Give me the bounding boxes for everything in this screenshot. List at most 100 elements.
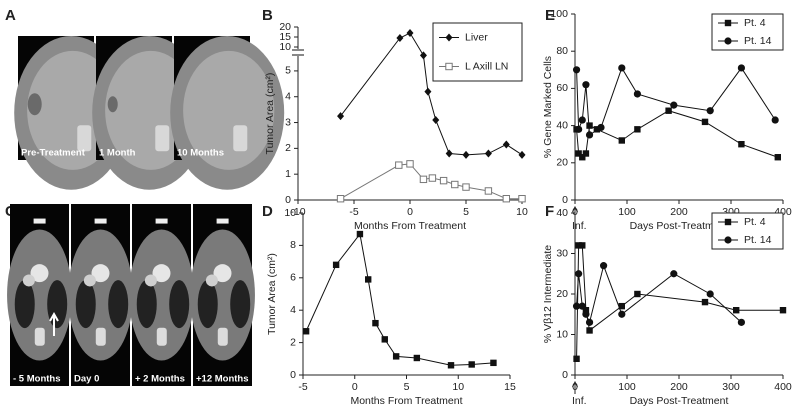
point [381,336,388,343]
point [701,118,709,126]
panel-label: D [262,203,273,220]
point [396,34,404,42]
point [579,154,586,161]
point [484,149,492,158]
point [575,270,583,278]
ct-spine [34,327,45,346]
point [451,180,459,189]
series-line [576,110,778,158]
ct-image: - 5 Months [7,204,72,386]
x-tick-label: -10 [290,206,305,218]
series-line [576,66,776,136]
point [575,242,582,249]
legend-marker [724,218,732,226]
ct-image: Day 0 [68,204,133,386]
point [737,64,746,72]
image-caption: +12 Months [196,374,249,385]
x-tick-label: 300 [722,381,740,393]
ct-liver [183,50,275,170]
point [502,140,510,149]
x-axis-title: Months From Treatment [354,220,466,232]
y-axis-title: Tumor Area (cm²) [264,73,276,155]
y-tick-label: 0 [290,369,296,381]
point [395,161,403,169]
ct-lung-left [197,280,218,329]
ct-sternum [216,218,229,224]
point [701,298,709,306]
x-tick-label: 10 [452,381,464,393]
y-tick-label: 30 [556,247,568,259]
ct-spine [95,327,106,346]
point [586,327,593,334]
x-axis-title: Days Post-Treatment [630,395,729,407]
ct-lesion [107,96,118,113]
point [779,307,787,314]
image-caption: Day 0 [74,374,99,385]
point [462,183,470,191]
y-tick-label: 40 [556,119,568,131]
ct-spine [217,327,228,346]
point [578,302,586,310]
y-tick-label: 10 [279,41,291,53]
x-tick-label: 5 [463,206,469,218]
y-tick-label: 40 [556,207,568,219]
point [518,195,526,203]
point [462,150,470,159]
point [518,150,526,159]
legend-marker [445,62,453,71]
point [575,125,583,133]
ct-lung-right [108,280,129,329]
point [302,328,310,335]
ct-lung-left [14,280,35,329]
point [706,107,714,115]
y-tick-label: 15 [279,31,291,43]
ct-sternum [33,218,46,224]
ct-spine [77,125,92,152]
ct-liver [27,50,119,170]
legend: Liver L Axill LN [432,22,523,82]
ct-vessel [83,274,96,287]
legend-label: Pt. 4 [744,216,766,228]
y-tick-label: 2 [290,336,296,348]
point [579,242,586,249]
point [336,195,345,203]
ct-lung-left [136,280,157,329]
point [582,307,590,314]
legend-box [432,22,523,82]
x-tick-label: 0 [352,381,358,393]
ct-spine [233,125,248,152]
legend-marker [724,37,732,45]
legend-label: Liver [465,31,488,43]
image-caption: 1 Month [99,148,136,159]
x-tick-label: 100 [618,206,636,218]
ct-image: 10 Months [170,36,285,190]
ct-sternum [155,218,168,224]
panel-label: F [545,203,554,220]
point [406,160,414,168]
y-tick-label: 20 [556,288,568,300]
ct-vessel [22,274,35,287]
point [706,290,714,298]
ct-aorta [213,264,232,283]
x-tick-label: -5 [349,206,358,218]
point [670,270,678,278]
x-tick-label: 10 [516,206,528,218]
point [597,123,605,132]
panel-label: E [545,7,555,24]
y-tick-label: 6 [290,272,296,284]
legend-label: Pt. 14 [744,234,772,246]
legend-marker [724,236,732,244]
y-tick-label: 10 [556,328,568,340]
image-caption: 10 Months [177,148,224,159]
ct-sternum [94,218,107,224]
annotation: Inf. [572,220,587,232]
image-caption: + 2 Months [135,374,185,385]
point [737,318,746,326]
point [585,318,594,326]
point [582,81,590,89]
ct-spine [155,125,170,152]
y-tick-label: 80 [556,45,568,57]
